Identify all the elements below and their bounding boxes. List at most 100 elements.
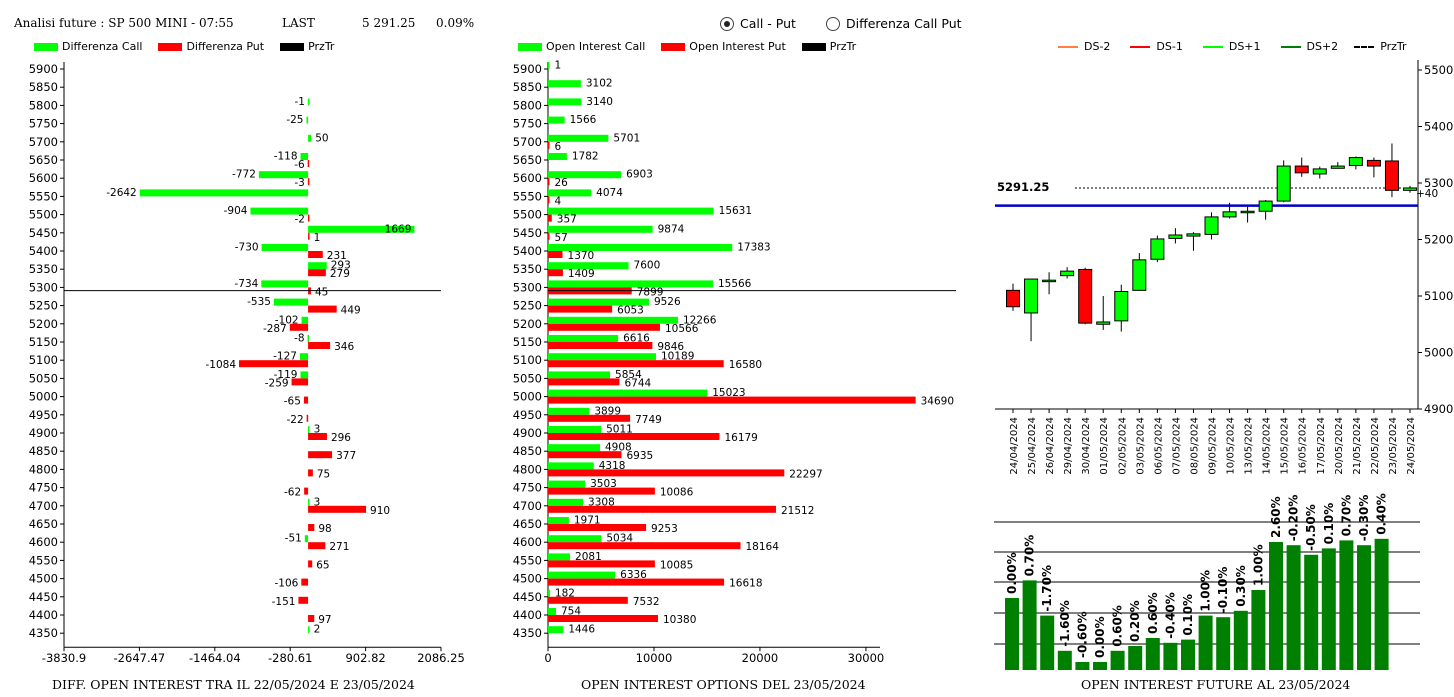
put-diff-bar [308, 251, 323, 258]
put-diff-bar [308, 542, 326, 550]
put-diff-label: 377 [336, 450, 356, 462]
oi-future-bar [1269, 542, 1283, 670]
oi-future-bar [1110, 650, 1125, 670]
candle-body [1294, 165, 1309, 174]
x-tick-label: 0 [544, 651, 551, 665]
oi-put-bar [548, 560, 655, 568]
candle-body [1276, 165, 1291, 202]
strike-tick-label: 4650 [513, 517, 542, 531]
strike-tick-label: 5800 [513, 98, 542, 112]
mode-diff-call-put[interactable]: Differenza Call Put [826, 16, 962, 31]
call-diff-bar [300, 153, 309, 160]
strike-tick-label: 4800 [513, 462, 542, 476]
oi-call-bar [548, 244, 733, 251]
put-diff-label: 231 [327, 250, 347, 262]
call-swatch [34, 42, 58, 51]
put-diff-label: 296 [331, 432, 351, 444]
oi-put-bar [548, 433, 720, 440]
strike-tick-label: 5800 [29, 98, 58, 112]
oi-put-bar [548, 378, 620, 386]
call-diff-label: -904 [224, 205, 248, 217]
put-diff-bar [308, 269, 326, 277]
radio-unselected-icon[interactable] [826, 16, 840, 31]
strike-tick-label: 5250 [513, 299, 542, 313]
strike-tick-label: 5050 [513, 371, 542, 385]
oi-call-bar [548, 225, 653, 233]
strike-tick-label: 5750 [513, 117, 542, 131]
strike-tick-label: 5850 [29, 80, 58, 94]
call-diff-bar [308, 225, 415, 233]
date-tick-label: 23/05/2024 [1388, 417, 1399, 475]
x-tick-label: 10000 [636, 651, 673, 665]
oi-put-label: 57 [555, 232, 568, 244]
put-diff-label: 75 [317, 468, 330, 480]
ds2-line [1280, 45, 1301, 48]
put-diff-bar [298, 596, 309, 604]
call-diff-bar [139, 189, 309, 197]
call-diff-label: 3 [314, 424, 321, 436]
oi-future-label: 2.60% [1269, 496, 1283, 538]
oi-call-bar [548, 335, 619, 342]
oi-future-label: -0.30% [1357, 495, 1371, 542]
strike-tick-label: 5500 [513, 208, 542, 222]
przTr-swatch [801, 42, 826, 51]
put-diff-label: 98 [318, 523, 331, 535]
strike-tick-label: 4550 [513, 553, 542, 567]
oi-call-label: 3899 [594, 405, 621, 417]
strike-tick-label: 5050 [29, 371, 58, 385]
oi-call-bar [548, 316, 678, 324]
legend-ds-1: DS-1 [1156, 40, 1183, 53]
oi-call-bar [548, 371, 611, 379]
call-diff-label: -730 [235, 242, 259, 254]
change-value: 0.09% [436, 16, 475, 30]
oi-future-label: 0.10% [1322, 503, 1336, 545]
put-diff-bar [308, 469, 313, 477]
strike-tick-label: 4550 [29, 553, 58, 567]
oi-put-bar [548, 596, 628, 604]
call-diff-label: -127 [273, 351, 297, 363]
oi-future-bar [1128, 646, 1143, 670]
oi-call-label: 3102 [586, 78, 613, 90]
candle-body [1348, 157, 1363, 166]
price-tick-label: 5000 [1424, 346, 1453, 360]
put-diff-bar [308, 505, 367, 513]
oi-future-label: -0.60% [1075, 611, 1089, 658]
oi-call-bar [548, 426, 602, 433]
oi-future-label: -0.20% [1287, 495, 1301, 542]
oi-future-bar [1304, 554, 1319, 670]
oi-future-bar [1339, 540, 1354, 670]
last-value: 5 291.25 [362, 16, 416, 30]
oi-put-bar [548, 578, 725, 586]
oi-future-label: 0.60% [1146, 592, 1160, 634]
ds-1-line [1130, 45, 1151, 48]
x-tick-label: 902.82 [345, 651, 385, 665]
date-tick-label: 01/05/2024 [1099, 417, 1110, 475]
strike-tick-label: 5450 [513, 226, 542, 240]
price-tick-label: 5300 [1424, 176, 1453, 190]
oi-put-label: 26 [555, 177, 569, 189]
oi-put-bar [548, 451, 622, 459]
call-diff-label: -102 [275, 314, 299, 326]
oi-future-bar [1075, 662, 1090, 670]
candle-body [1168, 234, 1183, 239]
call-diff-label: -25 [286, 114, 303, 126]
oi-legend: Open Interest Call Open Interest Put Prz… [518, 40, 872, 53]
date-tick-label: 25/04/2024 [1027, 417, 1038, 475]
oi-put-bar [548, 178, 550, 186]
oi-call-label: 3308 [588, 496, 615, 508]
put-diff-label: 271 [329, 541, 349, 553]
radio-selected-icon[interactable] [720, 16, 734, 31]
mode-call-put[interactable]: Call - Put [720, 16, 796, 31]
oi-call-label: 1 [555, 60, 562, 72]
oi-future-bar [1357, 545, 1371, 670]
date-tick-label: 22/05/2024 [1370, 417, 1381, 475]
call-diff-label: -772 [232, 169, 256, 181]
oi-call-bar [548, 353, 656, 361]
oi-call-label: 4074 [596, 187, 623, 199]
oi-future-bar [1233, 610, 1248, 670]
mode-call-put-label: Call - Put [740, 16, 796, 31]
oi-future-label: 0.10% [1181, 594, 1195, 636]
oi-future-label: 0.30% [1234, 565, 1248, 607]
oi-call-label: 15023 [712, 387, 745, 399]
candle-body [1258, 200, 1273, 212]
